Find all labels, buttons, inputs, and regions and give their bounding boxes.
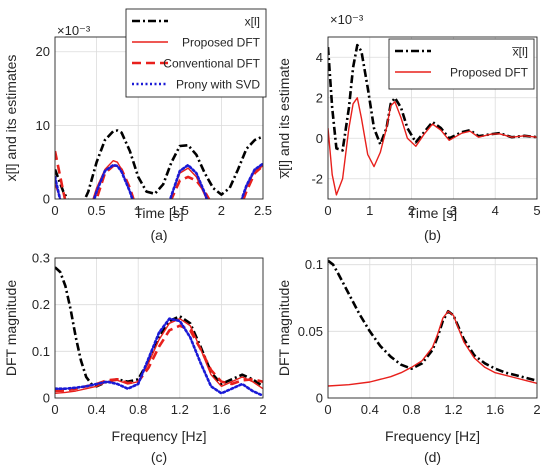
- axes-frame: [54, 257, 264, 399]
- x-tick-label: 1: [135, 203, 142, 218]
- panel-label: (d): [424, 449, 441, 465]
- chart-panel-1: 0 0.5 1 1.5 2 2.5 0 10 20 ×10⁻³ Time [s] x[l] and i…: [3, 8, 272, 243]
- x-tick-label: 4: [492, 203, 499, 218]
- y-tick-label: 0: [43, 391, 50, 406]
- legend-label: x̅[l]: [512, 45, 528, 59]
- y-tick-label: 0: [316, 391, 323, 406]
- x-tick-label: 2: [533, 402, 540, 417]
- x-tick-label: 1.6: [486, 402, 504, 417]
- legend-label: Proposed DFT: [182, 36, 261, 50]
- y-tick-label: 0.3: [32, 251, 50, 266]
- panel-label: (b): [424, 227, 441, 243]
- x-tick-label: 1.6: [212, 402, 230, 417]
- series-line-2: [55, 318, 263, 394]
- legend-box: [125, 8, 267, 98]
- y-tick-label: 4: [316, 50, 323, 65]
- chart-panel-4: 0 0.4 0.8 1.2 1.6 2 0 0.05 0.1 Frequency [Hz] DFT …: [276, 257, 541, 465]
- panel-label: (a): [150, 227, 167, 243]
- x-tick-label: 0: [51, 402, 58, 417]
- legend-label: Proposed DFT: [450, 66, 529, 80]
- y-tick-label: 2: [316, 90, 323, 105]
- legend-label: Prony with SVD: [176, 78, 260, 92]
- x-axis-label: Time [s]: [134, 205, 183, 221]
- x-tick-label: 1: [366, 203, 373, 218]
- y-axis-label: x̅[l] and its estimate: [276, 58, 292, 180]
- series-line-4: [55, 317, 263, 398]
- y-tick-label: 0.2: [32, 297, 50, 312]
- x-tick-label: 0: [324, 203, 331, 218]
- axes-frame: [327, 36, 538, 200]
- chart-panel-3: 0 0.4 0.8 1.2 1.6 2 0 0.1 0.2 0.3 Frequency [Hz] DF…: [3, 251, 267, 466]
- plot-area: [328, 258, 537, 398]
- x-tick-label: 0: [324, 402, 331, 417]
- x-tick-label: 2: [408, 203, 415, 218]
- y-tick-label: 0: [43, 192, 50, 207]
- y-axis-label: x[l] and its estimates: [3, 55, 19, 182]
- x-tick-label: 0.5: [88, 203, 106, 218]
- x-tick-label: 3: [450, 203, 457, 218]
- y-tick-label: 0.05: [298, 324, 323, 339]
- y-tick-label: 0: [316, 131, 323, 146]
- x-tick-label: 0.4: [361, 402, 379, 417]
- y-axis-label: DFT magnitude: [276, 280, 292, 376]
- legend-label: Conventional DFT: [163, 57, 260, 71]
- x-axis-label: Frequency [Hz]: [112, 428, 207, 444]
- y-tick-label: 20: [36, 44, 50, 59]
- x-axis-label: Time [s]: [408, 205, 457, 221]
- series-line-2: [328, 310, 537, 387]
- panel-label: (c): [151, 449, 167, 465]
- y-multiplier: ×10⁻³: [57, 23, 91, 38]
- plot-area: [55, 258, 263, 398]
- series-group: [328, 43, 537, 196]
- x-tick-label: 2: [259, 402, 266, 417]
- x-tick-label: 0: [51, 203, 58, 218]
- x-tick-label: 1.2: [171, 402, 189, 417]
- y-tick-label: 0.1: [32, 344, 50, 359]
- series-line-1: [55, 266, 263, 388]
- legend-label: x[l]: [245, 15, 260, 29]
- x-tick-label: 2.5: [254, 203, 272, 218]
- x-tick-label: 0.8: [403, 402, 421, 417]
- x-axis-label: Frequency [Hz]: [385, 428, 480, 444]
- series-group: [328, 259, 537, 387]
- y-axis-label: DFT magnitude: [3, 280, 19, 376]
- y-tick-label: -2: [311, 171, 323, 186]
- series-group: [55, 129, 263, 199]
- legend-box: [388, 38, 535, 90]
- chart-panel-2: 0 1 2 3 4 5 -2 0 2 4 ×10⁻³ Time [s] x̅[l] and its es…: [276, 12, 541, 243]
- y-multiplier: ×10⁻³: [330, 12, 364, 27]
- series-line-1: [328, 259, 537, 382]
- y-tick-label: 0.1: [305, 257, 323, 272]
- series-line-2: [328, 97, 537, 196]
- x-tick-label: 5: [533, 203, 540, 218]
- x-tick-label: 1.5: [171, 203, 189, 218]
- x-tick-label: 2: [218, 203, 225, 218]
- series-line-1: [55, 129, 263, 199]
- series-group: [55, 266, 263, 398]
- x-tick-label: 0.8: [129, 402, 147, 417]
- y-tick-label: 10: [36, 118, 50, 133]
- x-tick-label: 1.2: [444, 402, 462, 417]
- axes-frame: [327, 257, 538, 399]
- x-tick-label: 0.4: [88, 402, 106, 417]
